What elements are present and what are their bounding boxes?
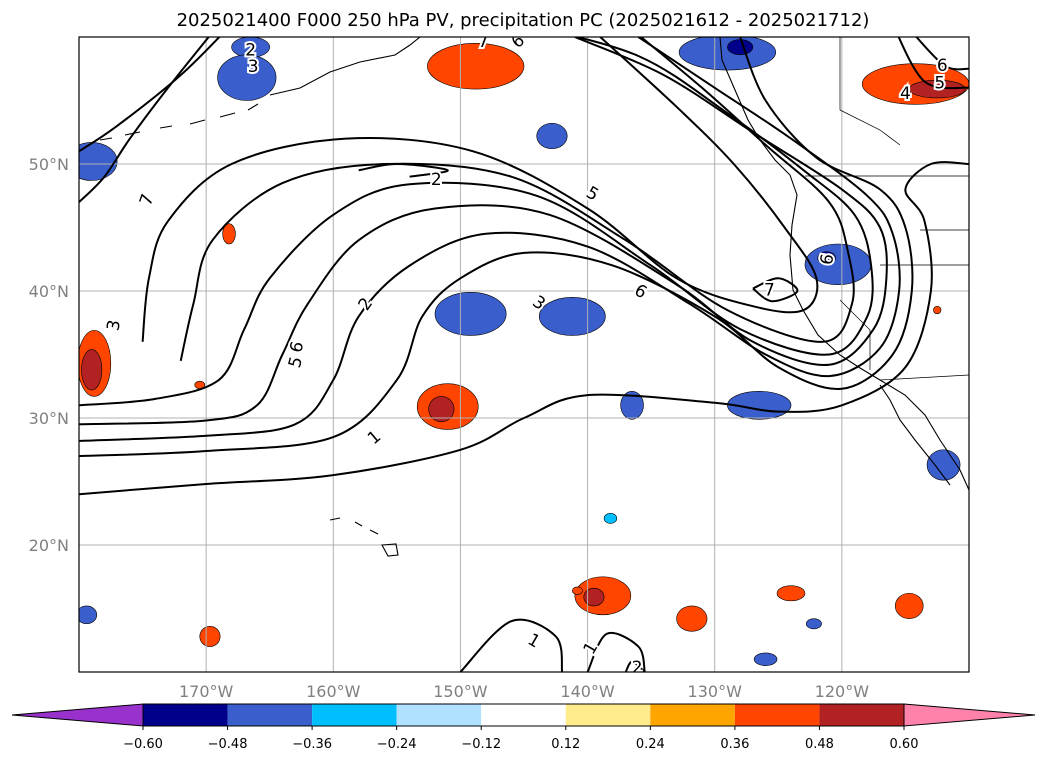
pv-label-13: 2	[632, 658, 643, 678]
lat-tick-label-0: 50°N	[29, 155, 69, 174]
precip-region-27	[79, 605, 98, 625]
precip-region-11	[434, 291, 507, 336]
lat-tick-label-1: 40°N	[29, 282, 69, 301]
colorbar-tick-label-8: 0.48	[805, 737, 834, 752]
lat-tick-label-2: 30°N	[29, 409, 69, 428]
colorbar-segment-1	[227, 704, 313, 726]
pv-contour-7-6	[141, 37, 819, 342]
border-lines	[805, 37, 969, 381]
lon-tick-label-0: 170°W	[179, 682, 234, 701]
colorbar-segment-3	[396, 704, 482, 726]
precip-region-29	[805, 618, 822, 630]
precip-region-30	[603, 512, 618, 524]
colorbar-tick-label-1: −0.48	[208, 737, 248, 752]
colorbar-tick-label-4: −0.12	[461, 737, 501, 752]
precip-region-14	[428, 396, 455, 423]
colorbar-tick-label-6: 0.24	[636, 737, 665, 752]
pv-label-8: 7	[764, 281, 775, 301]
precip-region-32	[934, 37, 940, 38]
pv-label-15: 3	[248, 57, 259, 77]
latitude-tick-labels: 50°N 40°N 30°N 20°N	[29, 155, 69, 555]
colorbar-tick-label-3: −0.24	[377, 737, 417, 752]
pv-contour-2-13	[624, 660, 646, 672]
hawaii-islands	[329, 517, 399, 557]
pv-label-14: 2	[245, 41, 256, 61]
precip-region-20	[222, 223, 236, 245]
pv-contour-6-8	[79, 37, 221, 153]
precip-region-24	[776, 585, 806, 602]
precip-region-31	[572, 586, 583, 595]
pv-label-16: 7	[478, 32, 489, 52]
precip-region-8	[908, 79, 966, 99]
lat-tick-label-3: 20°N	[29, 536, 69, 555]
colorbar-segment-5	[565, 704, 651, 726]
precip-region-2	[79, 142, 118, 181]
colorbar-segment-7	[734, 704, 820, 726]
precip-region-6	[536, 123, 568, 150]
baja-california-coastline	[879, 384, 951, 486]
pv-contour-2-1	[79, 37, 914, 458]
lon-tick-label-1: 160°W	[306, 682, 361, 701]
precip-region-26	[199, 625, 221, 647]
colorbar-outline	[142, 703, 905, 727]
pv-label-20: 5	[934, 74, 945, 94]
pv-label-18: 6	[817, 252, 839, 266]
precip-region-25	[894, 592, 924, 619]
precip-region-28	[753, 652, 778, 666]
colorbar-segment-0	[143, 704, 228, 726]
colorbar-extend-high	[903, 703, 1036, 727]
lon-tick-label-4: 130°W	[688, 682, 743, 701]
map-background	[79, 37, 969, 672]
colorbar-extend-low	[11, 703, 144, 727]
lon-tick-label-2: 150°W	[433, 682, 488, 701]
precip-region-17	[620, 391, 644, 420]
colorbar-tick-label-0: −0.60	[123, 737, 163, 752]
map-frame	[78, 36, 970, 673]
north-america-coastline	[719, 37, 969, 491]
pv-contour-1-11	[459, 618, 564, 672]
pv-contours	[79, 37, 969, 672]
precip-region-22	[583, 587, 605, 607]
precip-region-23	[676, 605, 708, 632]
alaska-peninsula-coastline	[269, 37, 421, 96]
colorbar-tick-label-9: 0.60	[890, 737, 919, 752]
pv-contour-6-14	[915, 37, 969, 71]
pv-contour-1-0	[79, 161, 969, 496]
colorbar-tick-label-2: −0.36	[292, 737, 332, 752]
colorbar: −0.60 −0.48 −0.36 −0.24 −0.12 0.12 0.24 0.36 0.4…	[11, 703, 1036, 752]
colorbar-tick-label-7: 0.36	[720, 737, 749, 752]
colorbar-segment-6	[650, 704, 735, 726]
coastlines	[99, 37, 969, 557]
pv-contour-7-7	[79, 37, 210, 203]
pv-contour-6-5	[179, 37, 855, 362]
lon-tick-label-5: 120°W	[815, 682, 870, 701]
colorbar-tick-label-5: 0.12	[551, 737, 580, 752]
colorbar-segment-8	[819, 704, 904, 726]
pv-contour-7-10	[752, 277, 799, 303]
lon-tick-label-3: 140°W	[560, 682, 615, 701]
pv-label-21: 4	[900, 84, 911, 104]
pv-label-7: 2	[431, 170, 442, 190]
precipitation-layer	[79, 37, 969, 666]
colorbar-segment-4	[481, 704, 566, 726]
precip-region-1	[217, 54, 277, 101]
pv-contour-5-4	[79, 37, 874, 407]
longitude-tick-labels: 170°W 160°W 150°W 140°W 130°W 120°W	[179, 682, 869, 701]
pv-contour-3-2	[79, 37, 901, 442]
precip-region-16	[81, 349, 103, 391]
pv-contour-1-12	[586, 631, 646, 672]
precip-region-10	[817, 251, 836, 265]
colorbar-segment-2	[312, 704, 397, 726]
precip-region-33	[933, 305, 942, 315]
precip-region-3	[427, 43, 525, 90]
precip-region-4	[678, 37, 777, 71]
precip-region-9	[804, 243, 872, 285]
precip-region-12	[538, 297, 606, 336]
pv-label-19: 6	[937, 56, 948, 76]
precip-region-5	[727, 39, 754, 56]
pv-contour-2-9	[358, 162, 449, 178]
chart-title: 2025021400 F000 250 hPa PV, precipitatio…	[177, 10, 870, 31]
